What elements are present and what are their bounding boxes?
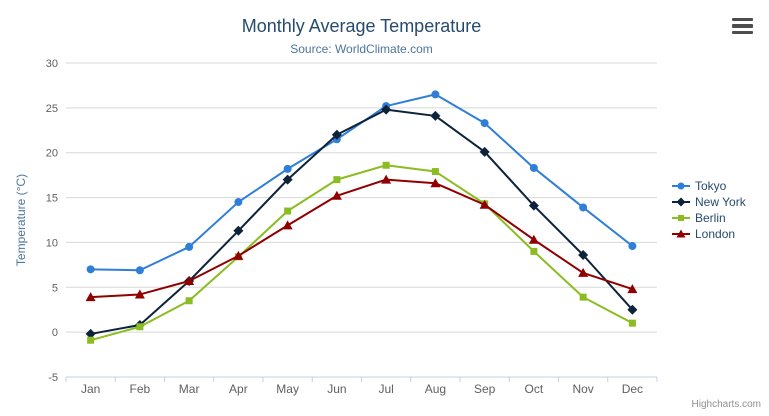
x-axis-tick-label: Nov xyxy=(572,382,593,396)
data-point-marker-square[interactable] xyxy=(87,336,95,344)
data-point-marker-diamond[interactable] xyxy=(233,225,244,236)
data-point-marker-triangle[interactable] xyxy=(578,267,589,277)
data-point-marker-square[interactable] xyxy=(431,168,439,176)
data-point-marker-circle[interactable] xyxy=(283,164,292,173)
legend: Tokyo New York Berlin London xyxy=(672,178,746,242)
x-axis-tick-label: Feb xyxy=(130,382,151,396)
data-point-marker-square[interactable] xyxy=(530,247,538,255)
legend-item-london[interactable]: London xyxy=(672,226,746,242)
data-point-marker-triangle[interactable] xyxy=(233,250,244,260)
x-axis-tick-label: Dec xyxy=(622,382,643,396)
data-point-marker-square[interactable] xyxy=(333,176,341,184)
y-axis-tick-label: -5 xyxy=(48,372,58,384)
data-point-marker-square[interactable] xyxy=(136,323,144,331)
data-point-marker-circle[interactable] xyxy=(185,242,194,251)
y-axis-title: Temperature (°C) xyxy=(14,174,28,266)
hamburger-icon xyxy=(732,18,753,22)
data-point-marker-circle[interactable] xyxy=(431,90,440,99)
legend-label: Berlin xyxy=(695,211,726,225)
data-point-marker-triangle[interactable] xyxy=(381,174,392,184)
data-point-marker-diamond[interactable] xyxy=(282,174,293,185)
x-axis-tick-label: Sep xyxy=(474,382,496,396)
series-group xyxy=(85,90,638,344)
x-axis-tick-label: Jul xyxy=(378,382,393,396)
grid-lines xyxy=(66,62,657,333)
y-axis-tick-label: 20 xyxy=(46,148,58,160)
data-point-marker-diamond[interactable] xyxy=(331,129,342,140)
data-point-marker-triangle[interactable] xyxy=(184,276,195,286)
legend-item-new-york[interactable]: New York xyxy=(672,194,746,210)
y-axis-tick-label: 5 xyxy=(52,282,58,294)
x-axis-tick-label: Jan xyxy=(81,382,100,396)
chart-subtitle: Source: WorldClimate.com xyxy=(290,42,433,56)
y-axis-tick-label: 10 xyxy=(46,237,58,249)
x-axis-tick-label: Mar xyxy=(179,382,200,396)
data-point-marker-diamond[interactable] xyxy=(381,104,392,115)
series-london[interactable] xyxy=(85,174,638,302)
series-tokyo[interactable] xyxy=(86,90,637,275)
series-line[interactable] xyxy=(90,178,633,299)
data-point-marker-circle[interactable] xyxy=(480,119,489,128)
data-point-marker-triangle[interactable] xyxy=(528,234,539,244)
legend-item-tokyo[interactable]: Tokyo xyxy=(672,178,746,194)
series-line[interactable] xyxy=(90,93,633,272)
data-point-marker-triangle[interactable] xyxy=(85,292,96,302)
legend-symbol-diamond-icon xyxy=(672,197,690,207)
hamburger-icon xyxy=(732,30,753,34)
data-point-marker-square[interactable] xyxy=(579,293,587,301)
data-point-marker-diamond[interactable] xyxy=(479,146,490,157)
series-line[interactable] xyxy=(90,108,634,335)
legend-symbol-circle-icon xyxy=(672,182,690,190)
x-axis-tick-label: Aug xyxy=(425,382,446,396)
data-point-marker-square[interactable] xyxy=(678,215,684,221)
data-point-marker-diamond[interactable] xyxy=(578,249,589,260)
data-point-marker-triangle[interactable] xyxy=(479,199,490,209)
export-menu-button[interactable] xyxy=(732,18,753,34)
y-axis-tick-label: 0 xyxy=(52,327,58,339)
data-point-marker-triangle[interactable] xyxy=(430,178,441,188)
legend-symbol-triangle-icon xyxy=(672,229,690,238)
legend-item-berlin[interactable]: Berlin xyxy=(672,210,746,226)
data-point-marker-triangle[interactable] xyxy=(627,284,638,294)
x-axis-tick-label: Apr xyxy=(229,382,248,396)
data-point-marker-diamond[interactable] xyxy=(676,197,686,207)
data-point-marker-diamond[interactable] xyxy=(430,110,441,121)
data-point-marker-circle[interactable] xyxy=(579,203,588,212)
axes: -5 0 5 10 15 20 25 30 Jan Feb Mar Apr May Jun Jul Aug Se… xyxy=(46,58,658,396)
x-axis-tick-label: Jun xyxy=(327,382,346,396)
data-point-marker-triangle[interactable] xyxy=(676,229,686,238)
series-new-york[interactable] xyxy=(85,104,638,339)
y-axis-tick-label: 15 xyxy=(46,193,58,205)
data-point-marker-circle[interactable] xyxy=(529,163,538,172)
data-point-marker-circle[interactable] xyxy=(135,266,144,275)
hamburger-icon xyxy=(732,24,753,28)
legend-label: New York xyxy=(695,195,746,209)
legend-label: London xyxy=(695,227,736,241)
credits-link[interactable]: Highcharts.com xyxy=(691,399,761,410)
data-point-marker-circle[interactable] xyxy=(628,242,637,251)
series-line[interactable] xyxy=(90,164,633,342)
data-point-marker-triangle[interactable] xyxy=(282,220,293,230)
legend-label: Tokyo xyxy=(695,179,727,193)
x-axis-tick-label: Oct xyxy=(525,382,544,396)
data-point-marker-diamond[interactable] xyxy=(627,304,638,315)
data-point-marker-circle[interactable] xyxy=(234,198,243,207)
y-axis-tick-label: 25 xyxy=(46,103,58,115)
data-point-marker-triangle[interactable] xyxy=(134,289,145,299)
y-axis-tick-label: 30 xyxy=(46,58,58,70)
data-point-marker-square[interactable] xyxy=(185,297,193,305)
data-point-marker-circle[interactable] xyxy=(86,265,95,274)
data-point-marker-square[interactable] xyxy=(628,319,636,327)
chart-title: Monthly Average Temperature xyxy=(241,16,482,36)
data-point-marker-diamond[interactable] xyxy=(85,328,96,339)
data-point-marker-diamond[interactable] xyxy=(528,200,539,211)
x-axis-tick-label: May xyxy=(276,382,299,396)
data-point-marker-square[interactable] xyxy=(284,207,292,215)
data-point-marker-square[interactable] xyxy=(382,161,390,169)
legend-symbol-square-icon xyxy=(672,215,690,221)
data-point-marker-triangle[interactable] xyxy=(331,190,342,200)
data-point-marker-circle[interactable] xyxy=(677,182,685,190)
